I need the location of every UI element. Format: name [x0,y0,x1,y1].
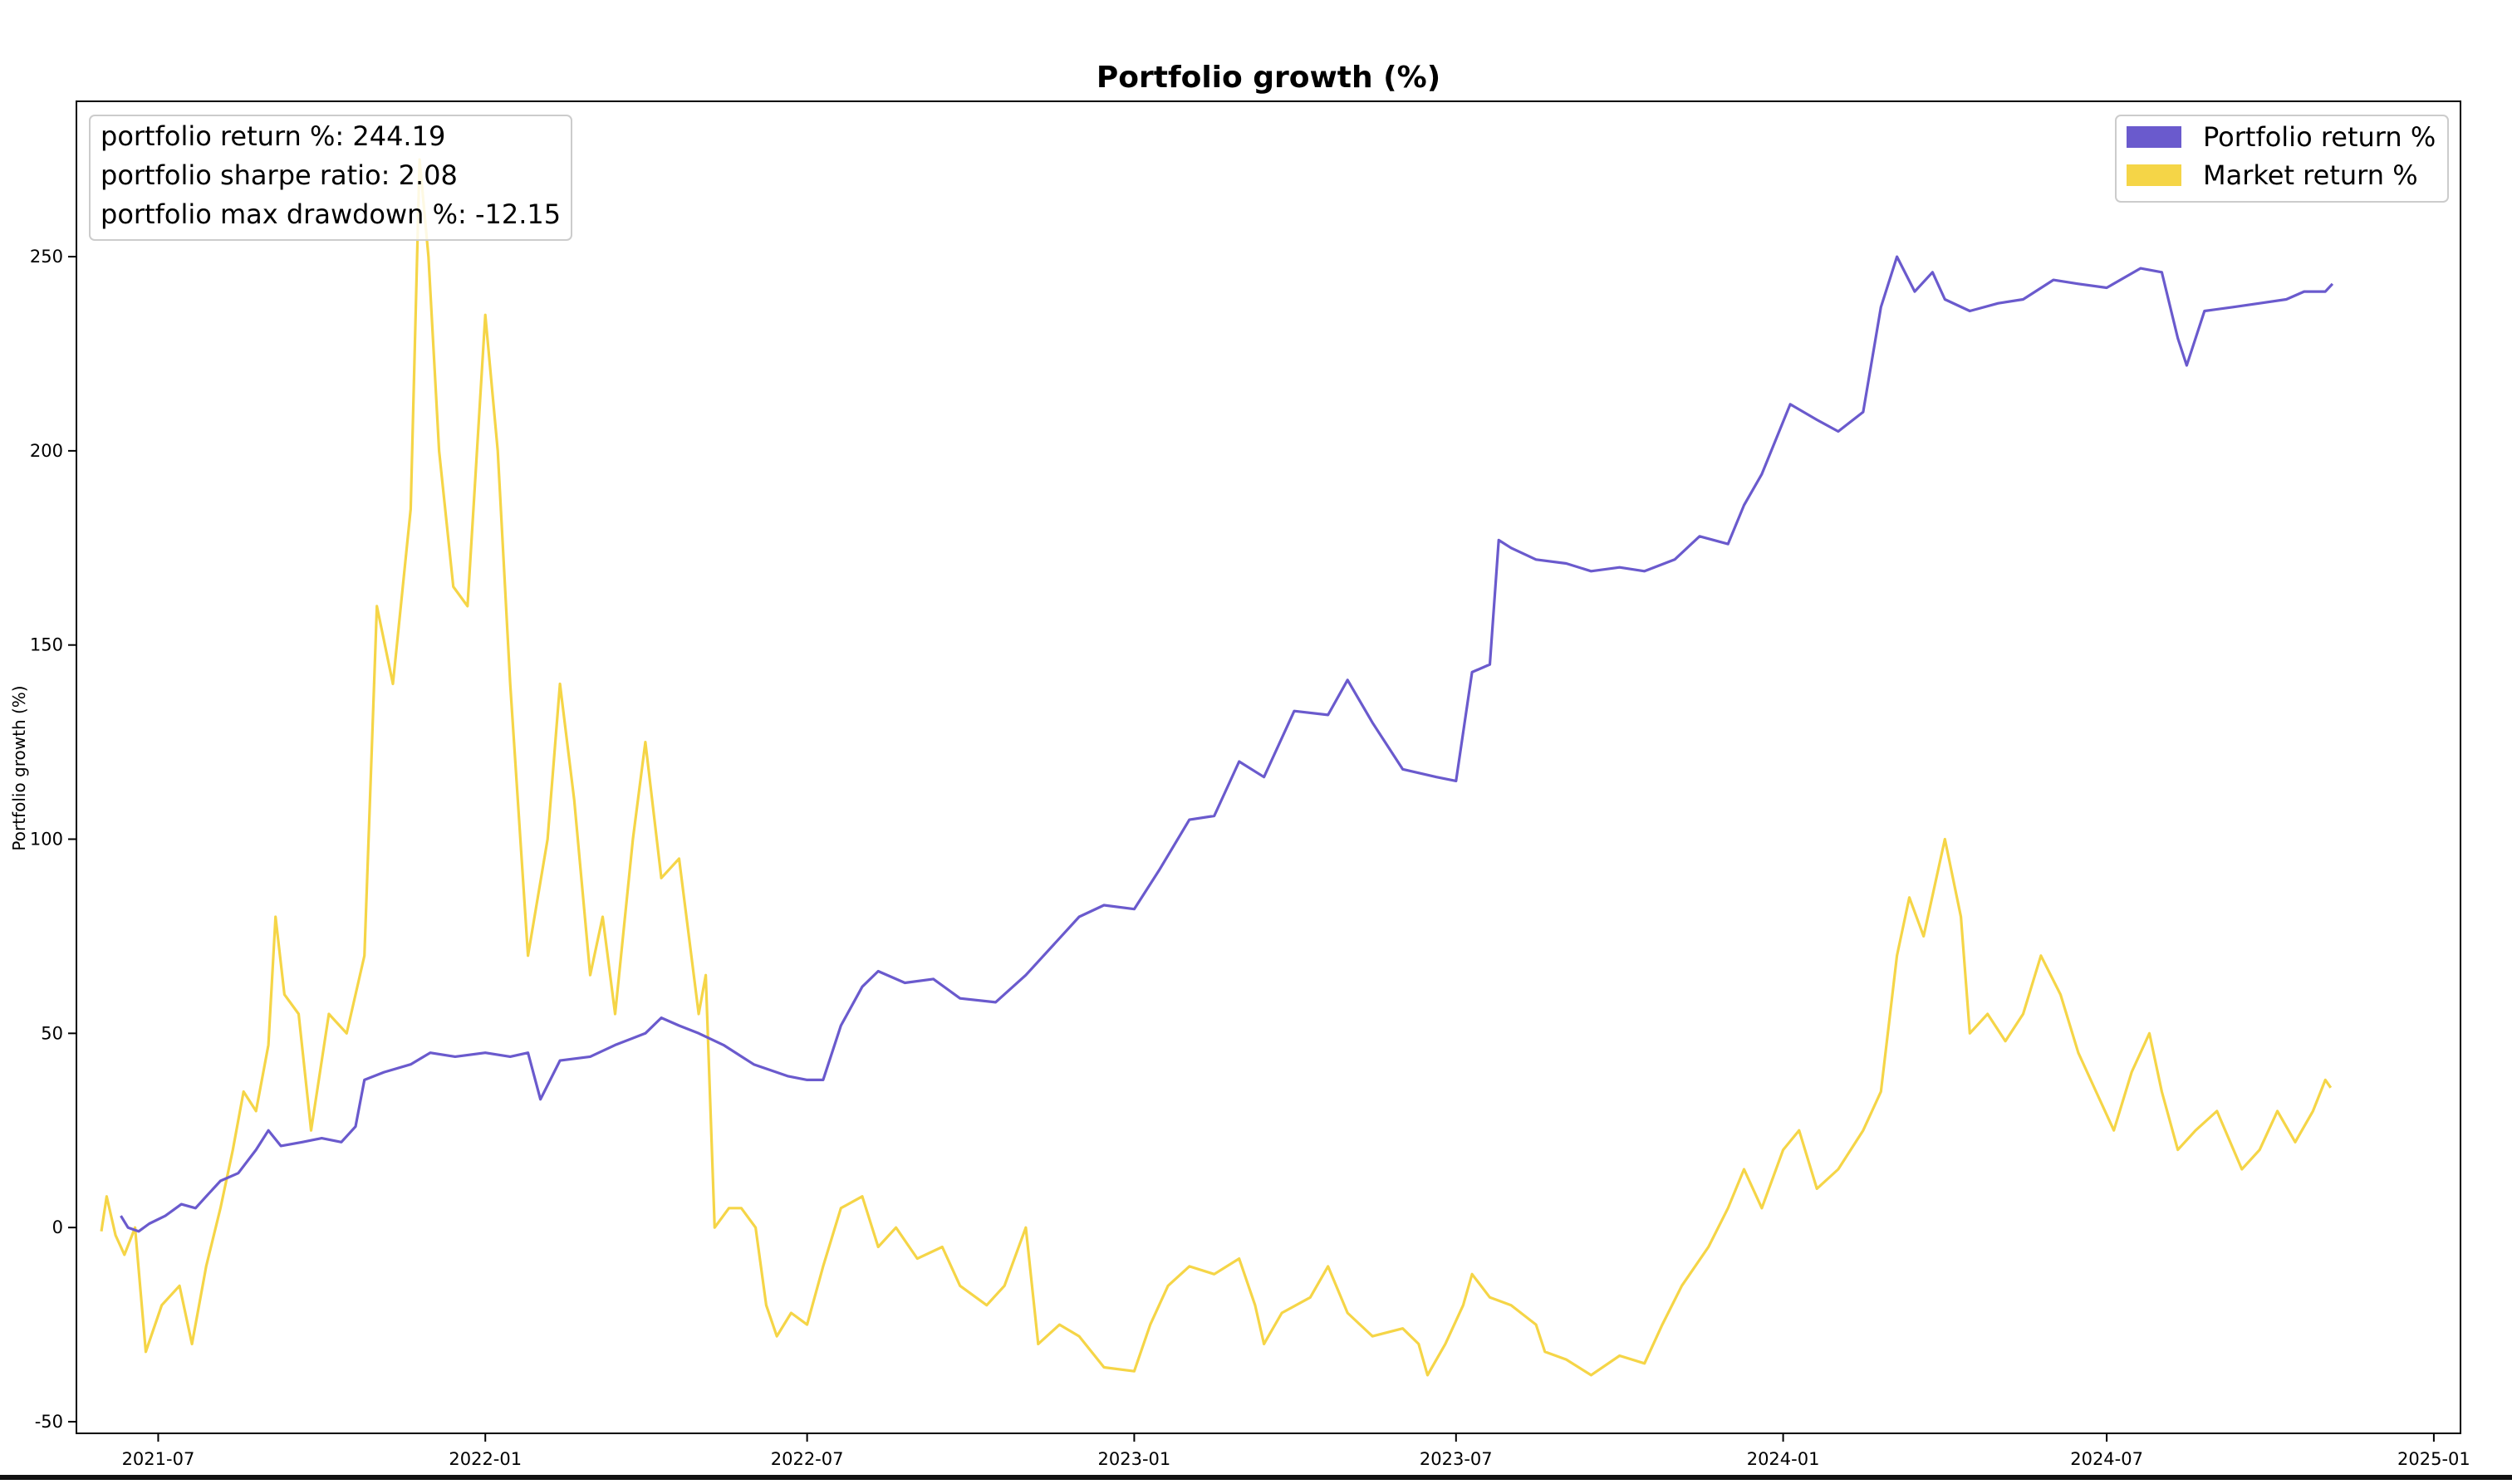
stats-line-sharpe: portfolio sharpe ratio: 2.08 [101,159,458,191]
x-tick-label: 2022-01 [449,1449,522,1469]
y-tick-label: 200 [30,441,63,461]
y-axis-ticks: -50 0 50 100 150 200 250 [30,247,76,1432]
series-layer [100,158,2334,1377]
x-tick-label: 2021-07 [122,1449,195,1469]
legend-swatch-market [2127,164,2181,186]
chart-title: Portfolio growth (%) [1097,61,1440,95]
legend-label-market: Market return % [2203,159,2418,191]
x-tick-label: 2023-07 [1420,1449,1493,1469]
x-tick-label: 2024-01 [1747,1449,1820,1469]
legend-label-portfolio: Portfolio return % [2203,121,2436,153]
series-line-market [100,158,2333,1377]
x-tick-label: 2022-07 [771,1449,844,1469]
y-tick-label: 50 [41,1023,63,1043]
stats-line-return: portfolio return %: 244.19 [101,120,445,152]
y-tick-label: 150 [30,635,63,655]
legend: Portfolio return % Market return % [2115,115,2449,203]
x-tick-label: 2024-07 [2070,1449,2143,1469]
legend-swatch-portfolio [2127,126,2181,148]
x-tick-label: 2025-01 [2397,1449,2470,1469]
y-tick-label: 0 [52,1217,63,1237]
y-axis-label: Portfolio growth (%) [9,685,29,850]
y-tick-label: 250 [30,247,63,267]
plot-frame [76,100,2461,1434]
y-tick-label: -50 [35,1412,63,1432]
series-line-portfolio [120,255,2334,1233]
stats-line-drawdown: portfolio max drawdown %: -12.15 [101,198,561,230]
x-axis-ticks: 2021-07 2022-01 2022-07 2023-01 2023-07 2024-… [122,1433,2470,1469]
y-tick-label: 100 [30,830,63,850]
stats-box: portfolio return %: 244.19 portfolio sha… [89,115,572,241]
window-bottom-edge [0,1475,2512,1480]
x-tick-label: 2023-01 [1098,1449,1171,1469]
